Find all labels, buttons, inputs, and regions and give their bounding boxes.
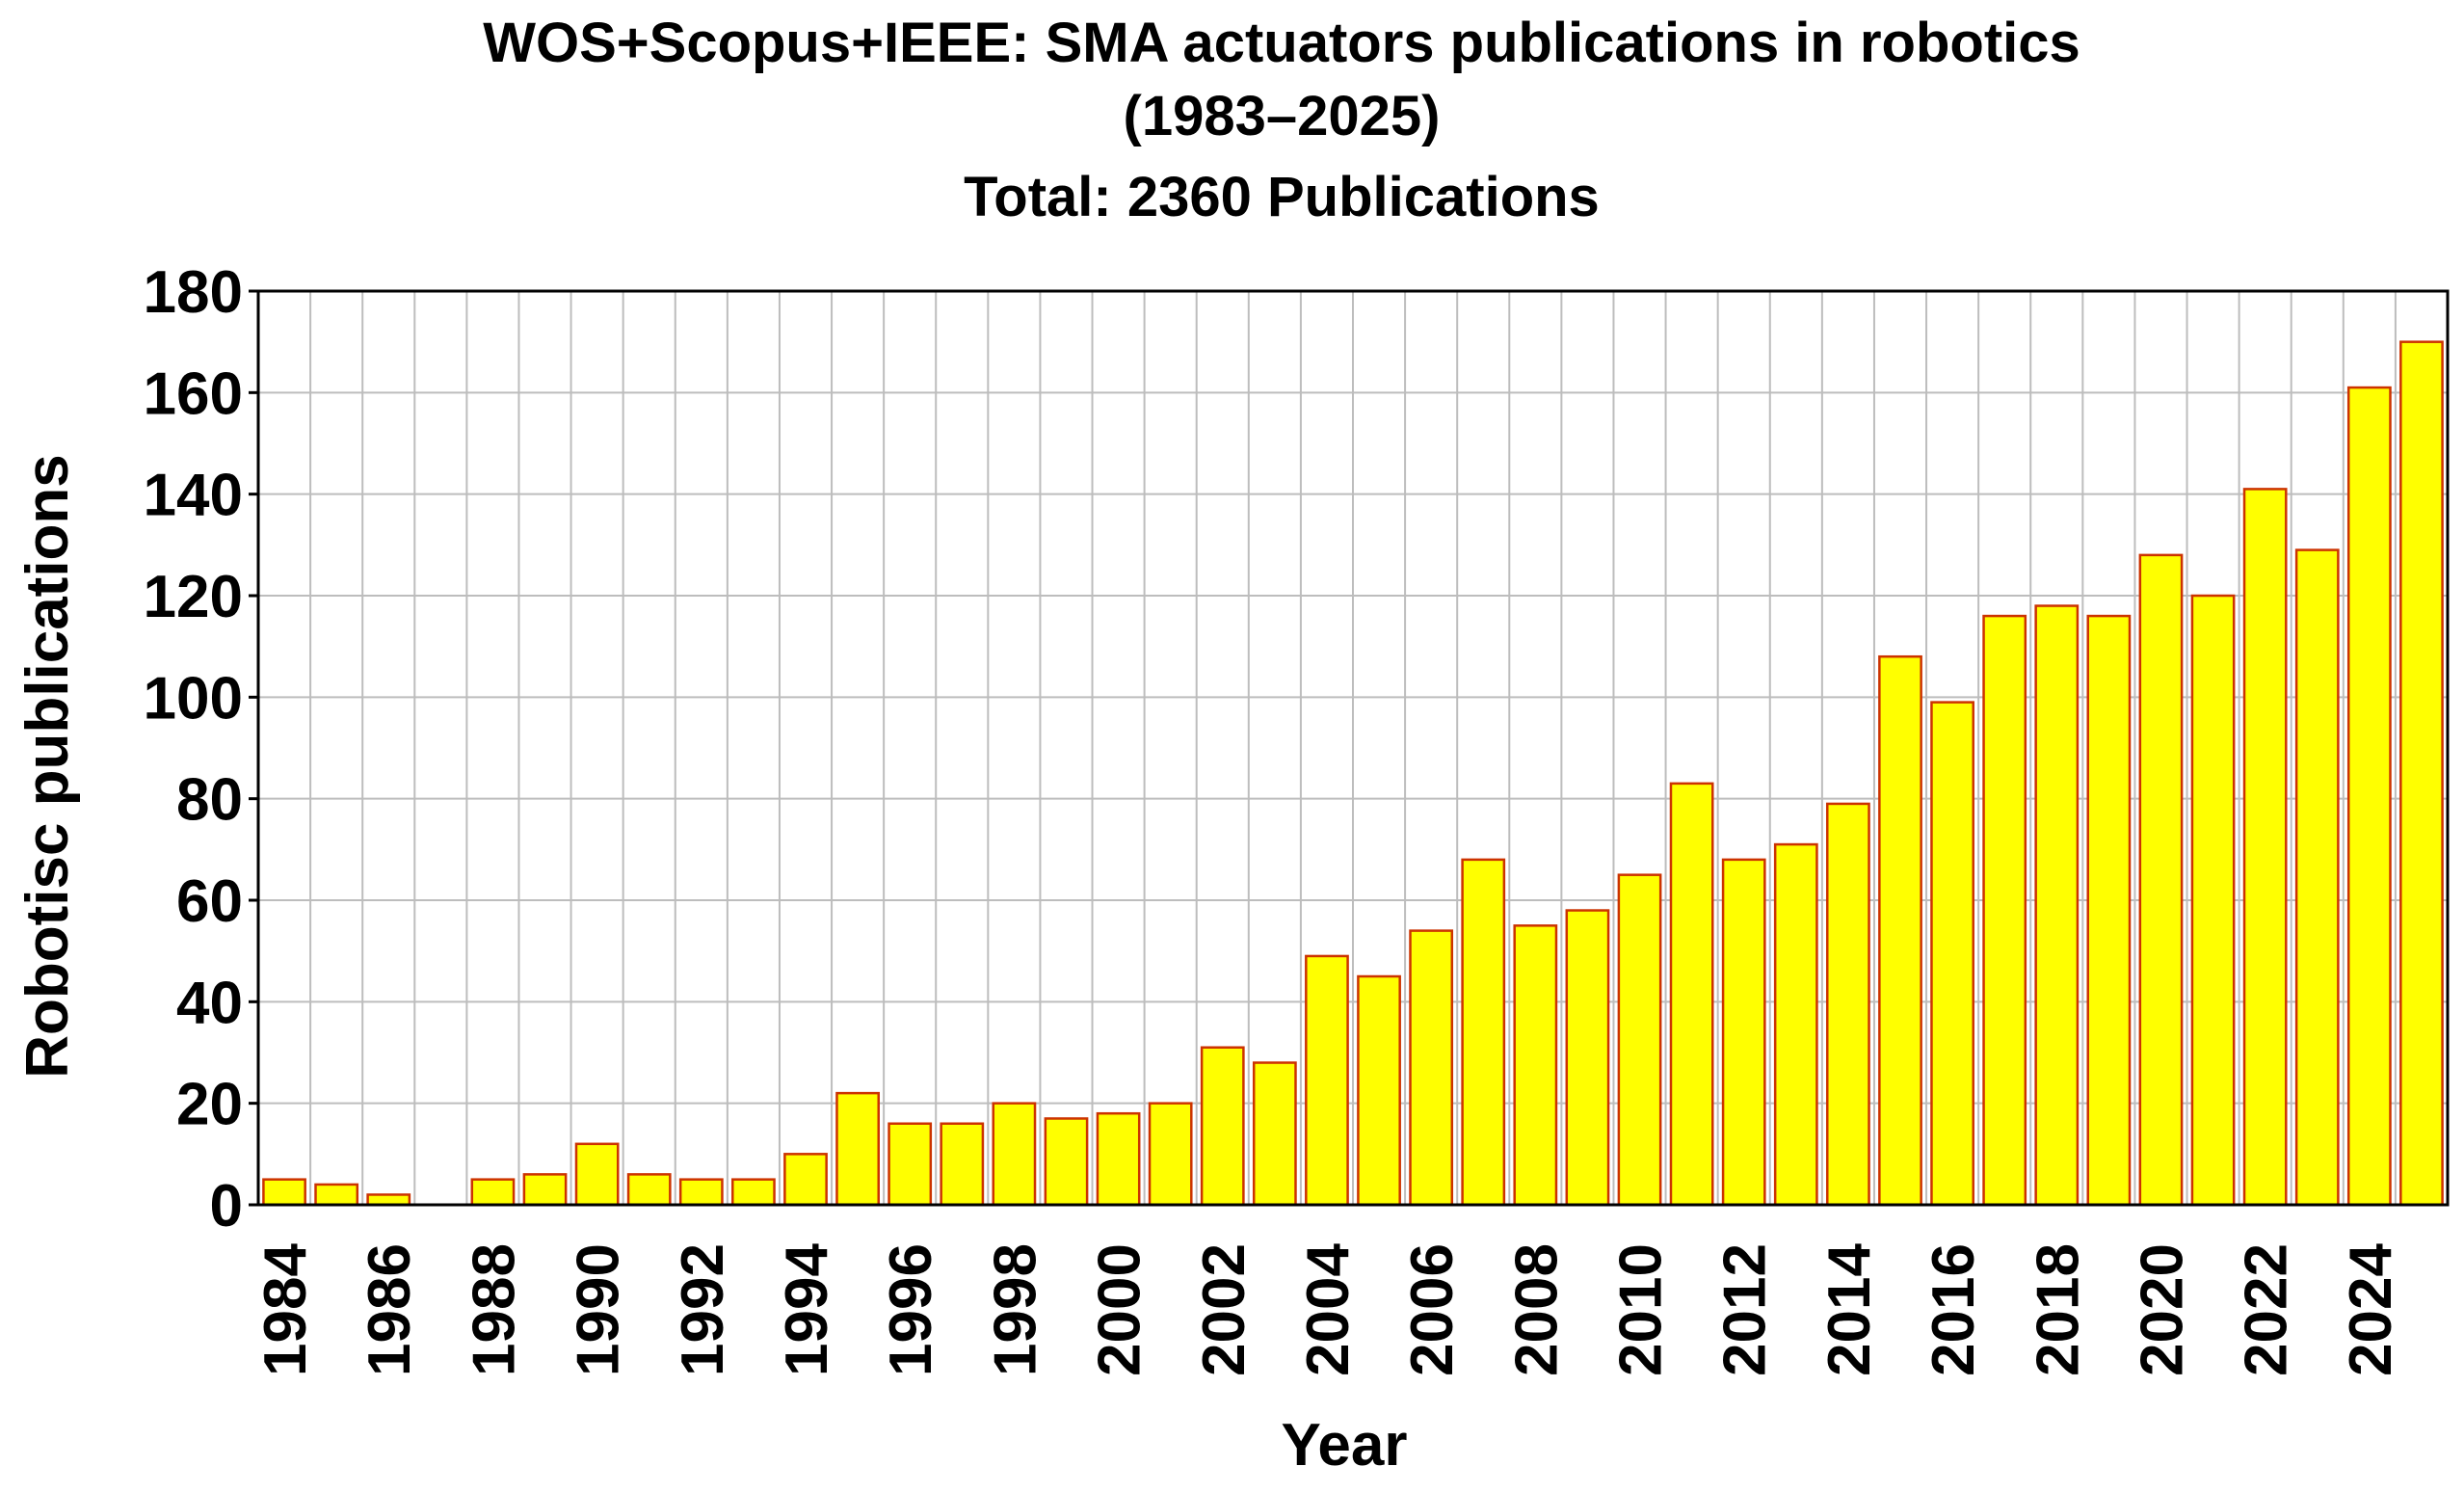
x-tick-label: 2020 <box>2129 1243 2195 1376</box>
bar-1990 <box>574 1142 620 1207</box>
y-tick-label: 100 <box>144 665 243 732</box>
chart-title: WOS+Scopus+IEEE: SMA actuators publicati… <box>483 12 2080 228</box>
x-tick-label: 2022 <box>2234 1243 2300 1376</box>
x-tick-label: 1998 <box>982 1243 1048 1376</box>
x-tick-label: 1994 <box>774 1242 840 1375</box>
bar-2004 <box>1305 954 1349 1207</box>
x-tick-label: 2006 <box>1399 1243 1466 1376</box>
y-tick-label: 180 <box>144 259 243 326</box>
x-tick-label: 2004 <box>1295 1242 1362 1375</box>
bar-2008 <box>1513 924 1558 1207</box>
bar-2011 <box>1669 782 1714 1207</box>
bar-2020 <box>2138 553 2184 1207</box>
bar-2009 <box>1565 909 1610 1207</box>
x-axis-title: Year <box>1281 1412 1407 1479</box>
x-tick-label: 1988 <box>461 1243 527 1376</box>
bar-1993 <box>731 1178 776 1207</box>
y-tick-label: 40 <box>176 970 243 1036</box>
bar-1984 <box>262 1178 306 1207</box>
y-axis-ticks: 0 20 40 60 80 100 120 140 160 180 <box>144 259 258 1240</box>
bar-2014 <box>1826 802 1870 1207</box>
chart-title-line-3: Total: 2360 Publications <box>964 166 1600 228</box>
bar-1996 <box>888 1122 933 1207</box>
x-tick-label: 1984 <box>252 1242 319 1375</box>
bar-2016 <box>1930 701 1974 1207</box>
x-tick-label: 2000 <box>1087 1243 1153 1376</box>
y-tick-label: 0 <box>210 1173 243 1240</box>
x-tick-label: 2012 <box>1712 1243 1779 1376</box>
x-tick-label: 2014 <box>1816 1242 1883 1375</box>
y-tick-label: 120 <box>144 564 243 630</box>
bar-1992 <box>678 1178 724 1207</box>
chart-title-line-1: WOS+Scopus+IEEE: SMA actuators publicati… <box>483 12 2080 74</box>
bar-1999 <box>1044 1117 1089 1207</box>
bar-2003 <box>1252 1061 1297 1207</box>
bar-2010 <box>1617 873 1662 1207</box>
y-tick-label: 60 <box>176 868 243 935</box>
bar-2024 <box>2346 386 2392 1207</box>
bar-2018 <box>2034 604 2080 1207</box>
y-tick-label: 20 <box>176 1072 243 1138</box>
bar-2015 <box>1878 654 1922 1207</box>
bar-2013 <box>1773 842 1818 1207</box>
y-tick-label: 80 <box>176 767 243 834</box>
plot-frame <box>256 289 2450 1207</box>
bar-2006 <box>1409 929 1454 1207</box>
x-tick-label: 1992 <box>670 1243 736 1376</box>
bar-2022 <box>2242 488 2288 1207</box>
bar-2025 <box>2399 340 2444 1207</box>
bar-1985 <box>314 1183 359 1207</box>
bar-2017 <box>1982 614 2027 1207</box>
bar-2002 <box>1200 1046 1245 1207</box>
bar-2012 <box>1721 858 1766 1207</box>
x-tick-label: 1986 <box>357 1243 423 1376</box>
bar-2021 <box>2190 594 2236 1207</box>
bar-2005 <box>1357 974 1401 1207</box>
bar-2023 <box>2294 548 2340 1207</box>
bar-2001 <box>1148 1102 1193 1207</box>
bar-2007 <box>1461 858 1506 1207</box>
x-tick-label: 2010 <box>1608 1243 1675 1376</box>
x-tick-label: 2024 <box>2338 1242 2404 1375</box>
x-axis-ticks: 1984 1986 1988 1990 1992 1994 1996 1998 2000 2002… <box>252 1242 2404 1375</box>
bar-2019 <box>2086 614 2132 1207</box>
bar-1991 <box>626 1173 672 1207</box>
x-tick-label: 1996 <box>878 1243 944 1376</box>
vertical-gridlines <box>309 291 2397 1205</box>
y-tick-label: 160 <box>144 360 243 427</box>
bar-1988 <box>470 1178 516 1207</box>
x-tick-label: 2008 <box>1503 1243 1570 1376</box>
chart-title-line-2: (1983–2025) <box>1124 85 1441 147</box>
bar-1995 <box>835 1091 880 1207</box>
x-tick-label: 1990 <box>566 1243 632 1376</box>
bar-2000 <box>1096 1111 1141 1207</box>
x-tick-label: 2002 <box>1191 1243 1258 1376</box>
x-tick-label: 2018 <box>2025 1243 2091 1376</box>
bar-1989 <box>522 1173 568 1207</box>
y-tick-label: 140 <box>144 463 243 529</box>
x-tick-label: 2016 <box>1921 1243 1987 1376</box>
y-axis-title: Robotisc publications <box>14 454 81 1079</box>
bar-1998 <box>992 1102 1037 1207</box>
bar-1997 <box>940 1122 985 1207</box>
bar-1994 <box>783 1153 828 1207</box>
bar-1986 <box>366 1193 411 1207</box>
